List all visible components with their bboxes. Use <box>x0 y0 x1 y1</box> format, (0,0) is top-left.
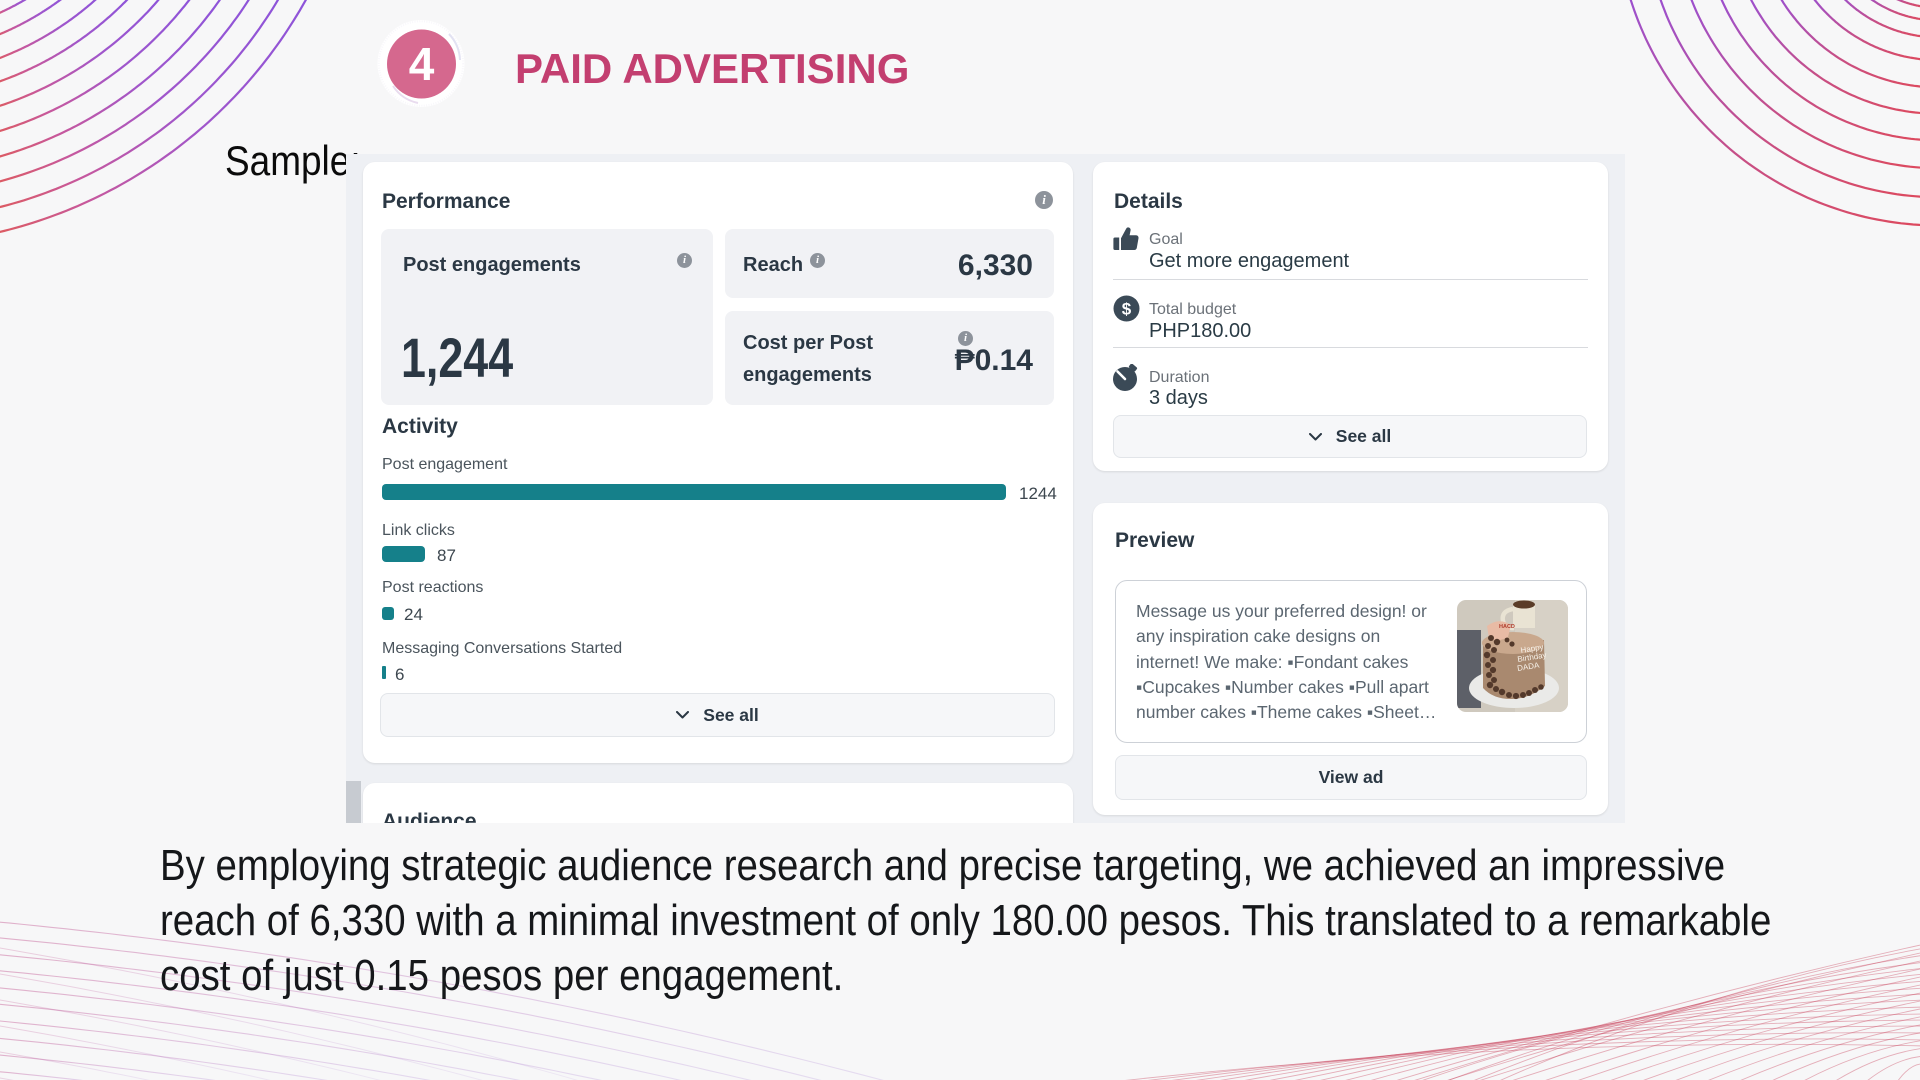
svg-text:DADA: DADA <box>1517 661 1541 673</box>
svg-text:HACD: HACD <box>1499 624 1515 630</box>
svg-text:4: 4 <box>409 38 435 90</box>
svg-text:$: $ <box>1122 300 1132 319</box>
svg-text:Happy: Happy <box>1520 642 1544 655</box>
